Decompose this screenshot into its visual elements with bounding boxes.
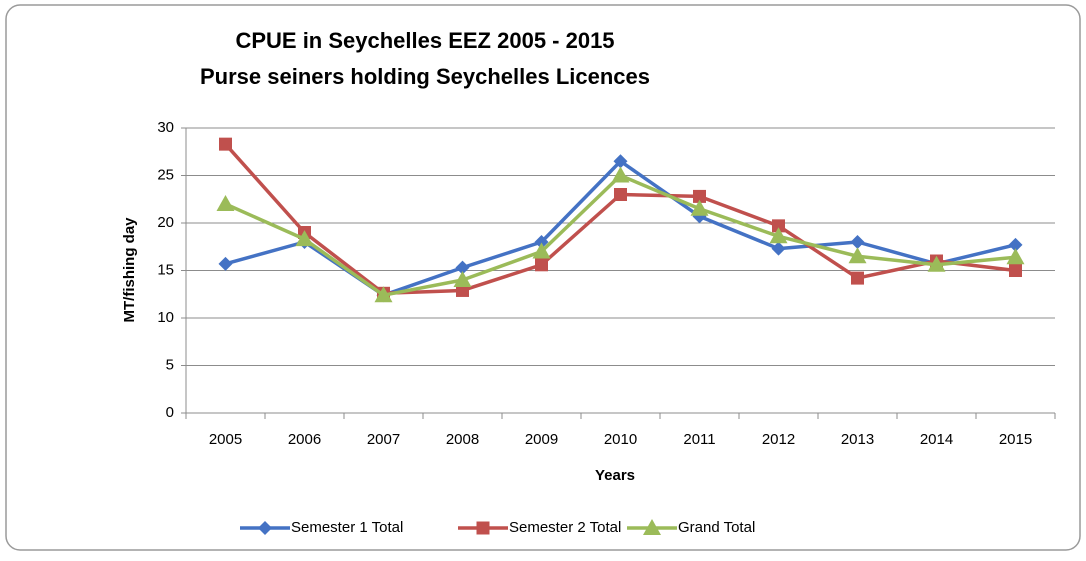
y-tick-label: 10	[157, 309, 174, 326]
legend-marker	[643, 519, 661, 535]
x-tick-label: 2005	[209, 431, 242, 448]
y-axis-label: MT/fishing day	[121, 217, 138, 323]
data-point	[1008, 237, 1023, 252]
legend-marker	[258, 521, 272, 535]
x-tick-label: 2007	[367, 431, 400, 448]
x-tick-label: 2014	[920, 431, 953, 448]
data-point	[848, 247, 867, 264]
data-point	[927, 255, 946, 272]
x-axis-label: Years	[595, 467, 635, 484]
data-point	[769, 227, 788, 244]
legend-label: Grand Total	[678, 519, 755, 536]
x-tick-label: 2009	[525, 431, 558, 448]
data-point	[850, 235, 865, 249]
x-tick-label: 2008	[446, 431, 479, 448]
y-tick-label: 5	[166, 356, 174, 373]
x-tick-label: 2011	[683, 431, 715, 448]
legend-label: Semester 2 Total	[509, 519, 621, 536]
chart-subtitle: Purse seiners holding Seychelles Licence…	[200, 64, 650, 89]
data-point	[295, 230, 314, 247]
data-point	[453, 271, 472, 287]
data-point	[456, 283, 469, 297]
data-point	[534, 235, 549, 249]
data-point	[374, 286, 393, 303]
y-tick-label: 30	[157, 119, 174, 136]
x-tick-label: 2006	[288, 431, 321, 448]
data-point	[532, 242, 551, 259]
data-point	[693, 189, 706, 203]
y-tick-label: 25	[157, 166, 174, 183]
data-point	[535, 258, 548, 272]
data-point	[771, 241, 786, 256]
data-point	[455, 260, 470, 275]
y-tick-label: 15	[157, 261, 174, 278]
x-tick-label: 2013	[841, 431, 874, 448]
data-point	[772, 219, 785, 233]
x-tick-label: 2010	[604, 431, 637, 448]
legend-marker	[476, 521, 490, 535]
data-point	[218, 256, 233, 271]
data-point	[1006, 248, 1025, 265]
chart-title: CPUE in Seychelles EEZ 2005 - 2015	[235, 28, 614, 53]
legend-label: Semester 1 Total	[291, 519, 403, 536]
data-point	[690, 199, 709, 216]
data-point	[613, 154, 628, 169]
data-point	[1009, 264, 1022, 277]
data-point	[851, 271, 864, 285]
data-point	[219, 137, 232, 151]
data-point	[216, 195, 235, 211]
chart-frame	[5, 4, 1081, 551]
data-point	[614, 188, 627, 201]
x-tick-label: 2012	[762, 431, 795, 448]
x-tick-label: 2015	[999, 431, 1032, 448]
y-tick-label: 20	[157, 214, 174, 231]
y-tick-label: 0	[166, 404, 174, 421]
data-point	[611, 166, 630, 183]
